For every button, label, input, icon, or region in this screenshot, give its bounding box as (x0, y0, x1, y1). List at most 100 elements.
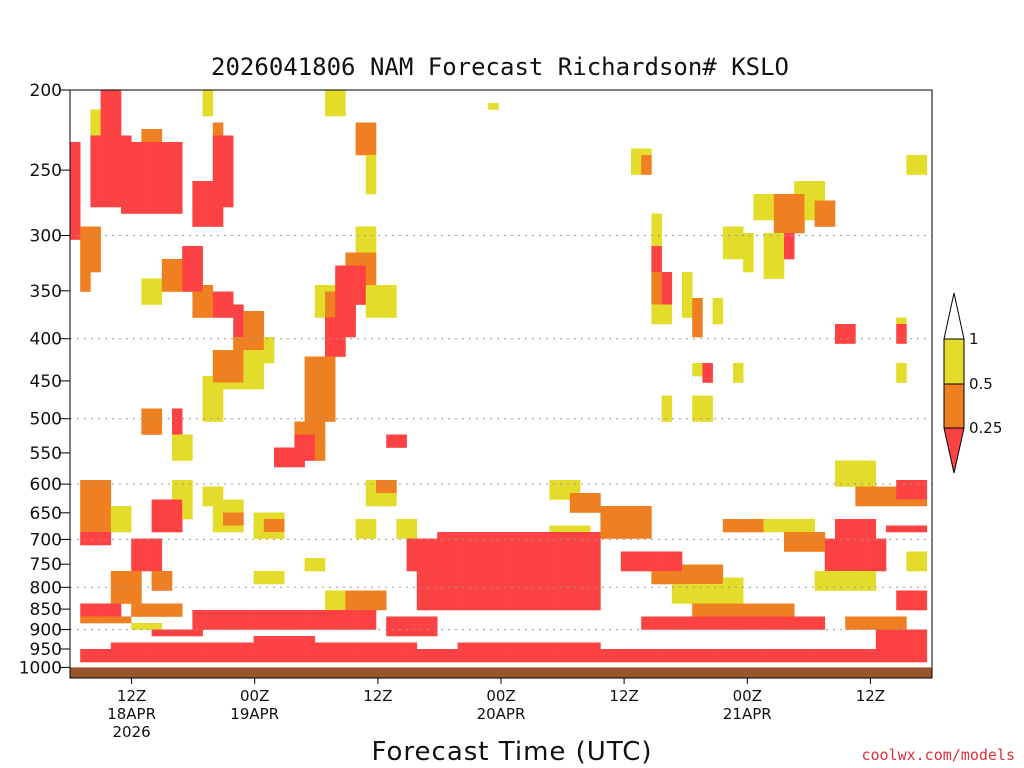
cell-ri-below-0p25 (692, 616, 703, 624)
cell-ri-0p5-to-1 (202, 493, 214, 500)
cell-ri-0p5-to-1 (804, 181, 815, 188)
cell-ri-below-0p25 (100, 181, 112, 188)
cell-ri-0p5-to-1 (121, 512, 132, 520)
cell-ri-0p25-to-0p5 (865, 616, 877, 624)
cell-ri-below-0p25 (192, 265, 203, 273)
y-tick-label: 950 (30, 640, 62, 660)
cell-ri-below-0p25 (508, 590, 520, 598)
cell-ri-below-0p25 (161, 142, 173, 149)
x-tick-label: 00Z (240, 687, 269, 705)
cell-ri-0p25-to-0p5 (314, 369, 326, 377)
cell-ri-below-0p25 (161, 174, 173, 182)
cell-ri-0p25-to-0p5 (233, 337, 244, 344)
cell-ri-below-0p25 (651, 265, 662, 273)
cell-ri-below-0p25 (447, 655, 458, 663)
cell-ri-below-0p25 (110, 603, 122, 611)
cell-ri-0p25-to-0p5 (212, 376, 224, 383)
cell-ri-0p25-to-0p5 (794, 194, 805, 201)
cell-ri-below-0p25 (192, 623, 203, 630)
cell-ri-below-0p25 (824, 551, 836, 559)
cell-ri-0p25-to-0p5 (110, 590, 122, 598)
cell-ri-0p5-to-1 (835, 577, 846, 585)
cell-ri-below-0p25 (335, 317, 346, 325)
cell-ri-below-0p25 (916, 642, 928, 650)
x-tick-label: 19APR (230, 705, 279, 723)
cell-ri-0p25-to-0p5 (100, 480, 112, 487)
cell-ri-below-0p25 (121, 174, 132, 182)
cell-ri-below-0p25 (835, 545, 846, 552)
cell-ri-below-0p25 (172, 187, 183, 195)
cell-ri-0p5-to-1 (274, 571, 285, 578)
cell-ri-0p5-to-1 (172, 434, 183, 442)
cell-ri-0p5-to-1 (733, 597, 744, 604)
cell-ri-0p25-to-0p5 (651, 571, 662, 578)
cell-ri-below-0p25 (335, 623, 346, 630)
cell-ri-0p5-to-1 (692, 584, 703, 591)
cell-ri-below-0p25 (90, 194, 101, 201)
cell-ri-0p25-to-0p5 (722, 603, 734, 611)
cell-ri-below-0p25 (396, 655, 407, 663)
cell-ri-below-0p25 (488, 577, 499, 585)
cell-ri-0p25-to-0p5 (376, 480, 387, 487)
cell-ri-0p25-to-0p5 (161, 272, 173, 279)
cell-ri-0p5-to-1 (682, 285, 693, 292)
cell-ri-below-0p25 (447, 558, 458, 565)
cell-ri-below-0p25 (365, 655, 377, 663)
cell-ri-below-0p25 (539, 545, 550, 552)
cell-ri-0p5-to-1 (274, 577, 285, 585)
cell-ri-0p25-to-0p5 (243, 337, 254, 344)
cell-ri-0p5-to-1 (651, 226, 662, 234)
cell-ri-below-0p25 (845, 337, 856, 344)
cell-ri-0p25-to-0p5 (314, 447, 326, 455)
cell-ri-0p5-to-1 (212, 499, 224, 507)
cell-ri-0p25-to-0p5 (896, 616, 907, 624)
cell-ri-below-0p25 (416, 558, 428, 565)
x-tick-label: 18APR (107, 705, 156, 723)
cell-ri-0p5-to-1 (702, 597, 713, 604)
cell-ri-below-0p25 (396, 649, 407, 656)
cell-ri-0p25-to-0p5 (651, 291, 662, 299)
cell-ri-below-0p25 (284, 447, 295, 455)
cell-ri-0p25-to-0p5 (151, 584, 163, 591)
cell-ri-below-0p25 (539, 538, 550, 546)
cell-ri-0p5-to-1 (263, 532, 275, 539)
cell-ri-below-0p25 (559, 655, 571, 663)
cell-ri-below-0p25 (304, 454, 316, 461)
cell-ri-below-0p25 (90, 200, 101, 208)
cell-ri-0p25-to-0p5 (345, 590, 356, 598)
cell-ri-below-0p25 (192, 259, 203, 266)
cell-ri-0p5-to-1 (692, 590, 703, 598)
cell-ri-below-0p25 (437, 558, 448, 565)
cell-ri-0p25-to-0p5 (80, 265, 91, 273)
cell-ri-below-0p25 (212, 155, 224, 162)
x-tick-label: 20APR (477, 705, 526, 723)
cell-ri-below-0p25 (182, 629, 193, 637)
cell-ri-below-0p25 (651, 259, 662, 266)
cell-ri-0p25-to-0p5 (875, 486, 887, 494)
cell-ri-below-0p25 (406, 655, 418, 663)
cell-ri-0p25-to-0p5 (784, 532, 795, 539)
cell-ri-below-0p25 (631, 558, 642, 565)
cell-ri-0p25-to-0p5 (161, 265, 173, 273)
cell-ri-below-0p25 (90, 603, 101, 611)
cell-ri-below-0p25 (580, 558, 591, 565)
cell-ri-below-0p25 (151, 564, 163, 572)
cell-ri-below-0p25 (488, 655, 499, 663)
cell-ri-below-0p25 (518, 538, 530, 546)
cell-ri-below-0p25 (569, 590, 581, 598)
cell-ri-0p25-to-0p5 (121, 616, 132, 624)
cell-ri-below-0p25 (90, 655, 101, 663)
cell-ri-below-0p25 (478, 558, 489, 565)
cell-ri-below-0p25 (488, 603, 499, 611)
cell-ri-below-0p25 (835, 558, 846, 565)
cell-ri-below-0p25 (223, 181, 234, 188)
cell-ri-below-0p25 (702, 649, 713, 656)
cell-ri-below-0p25 (569, 571, 581, 578)
cell-ri-0p25-to-0p5 (325, 389, 336, 396)
cell-ri-below-0p25 (172, 155, 183, 162)
cell-ri-below-0p25 (641, 616, 652, 624)
cell-ri-0p5-to-1 (855, 584, 866, 591)
cell-ri-0p25-to-0p5 (80, 493, 91, 500)
cell-ri-0p5-to-1 (314, 564, 326, 572)
cell-ri-0p25-to-0p5 (325, 356, 336, 364)
